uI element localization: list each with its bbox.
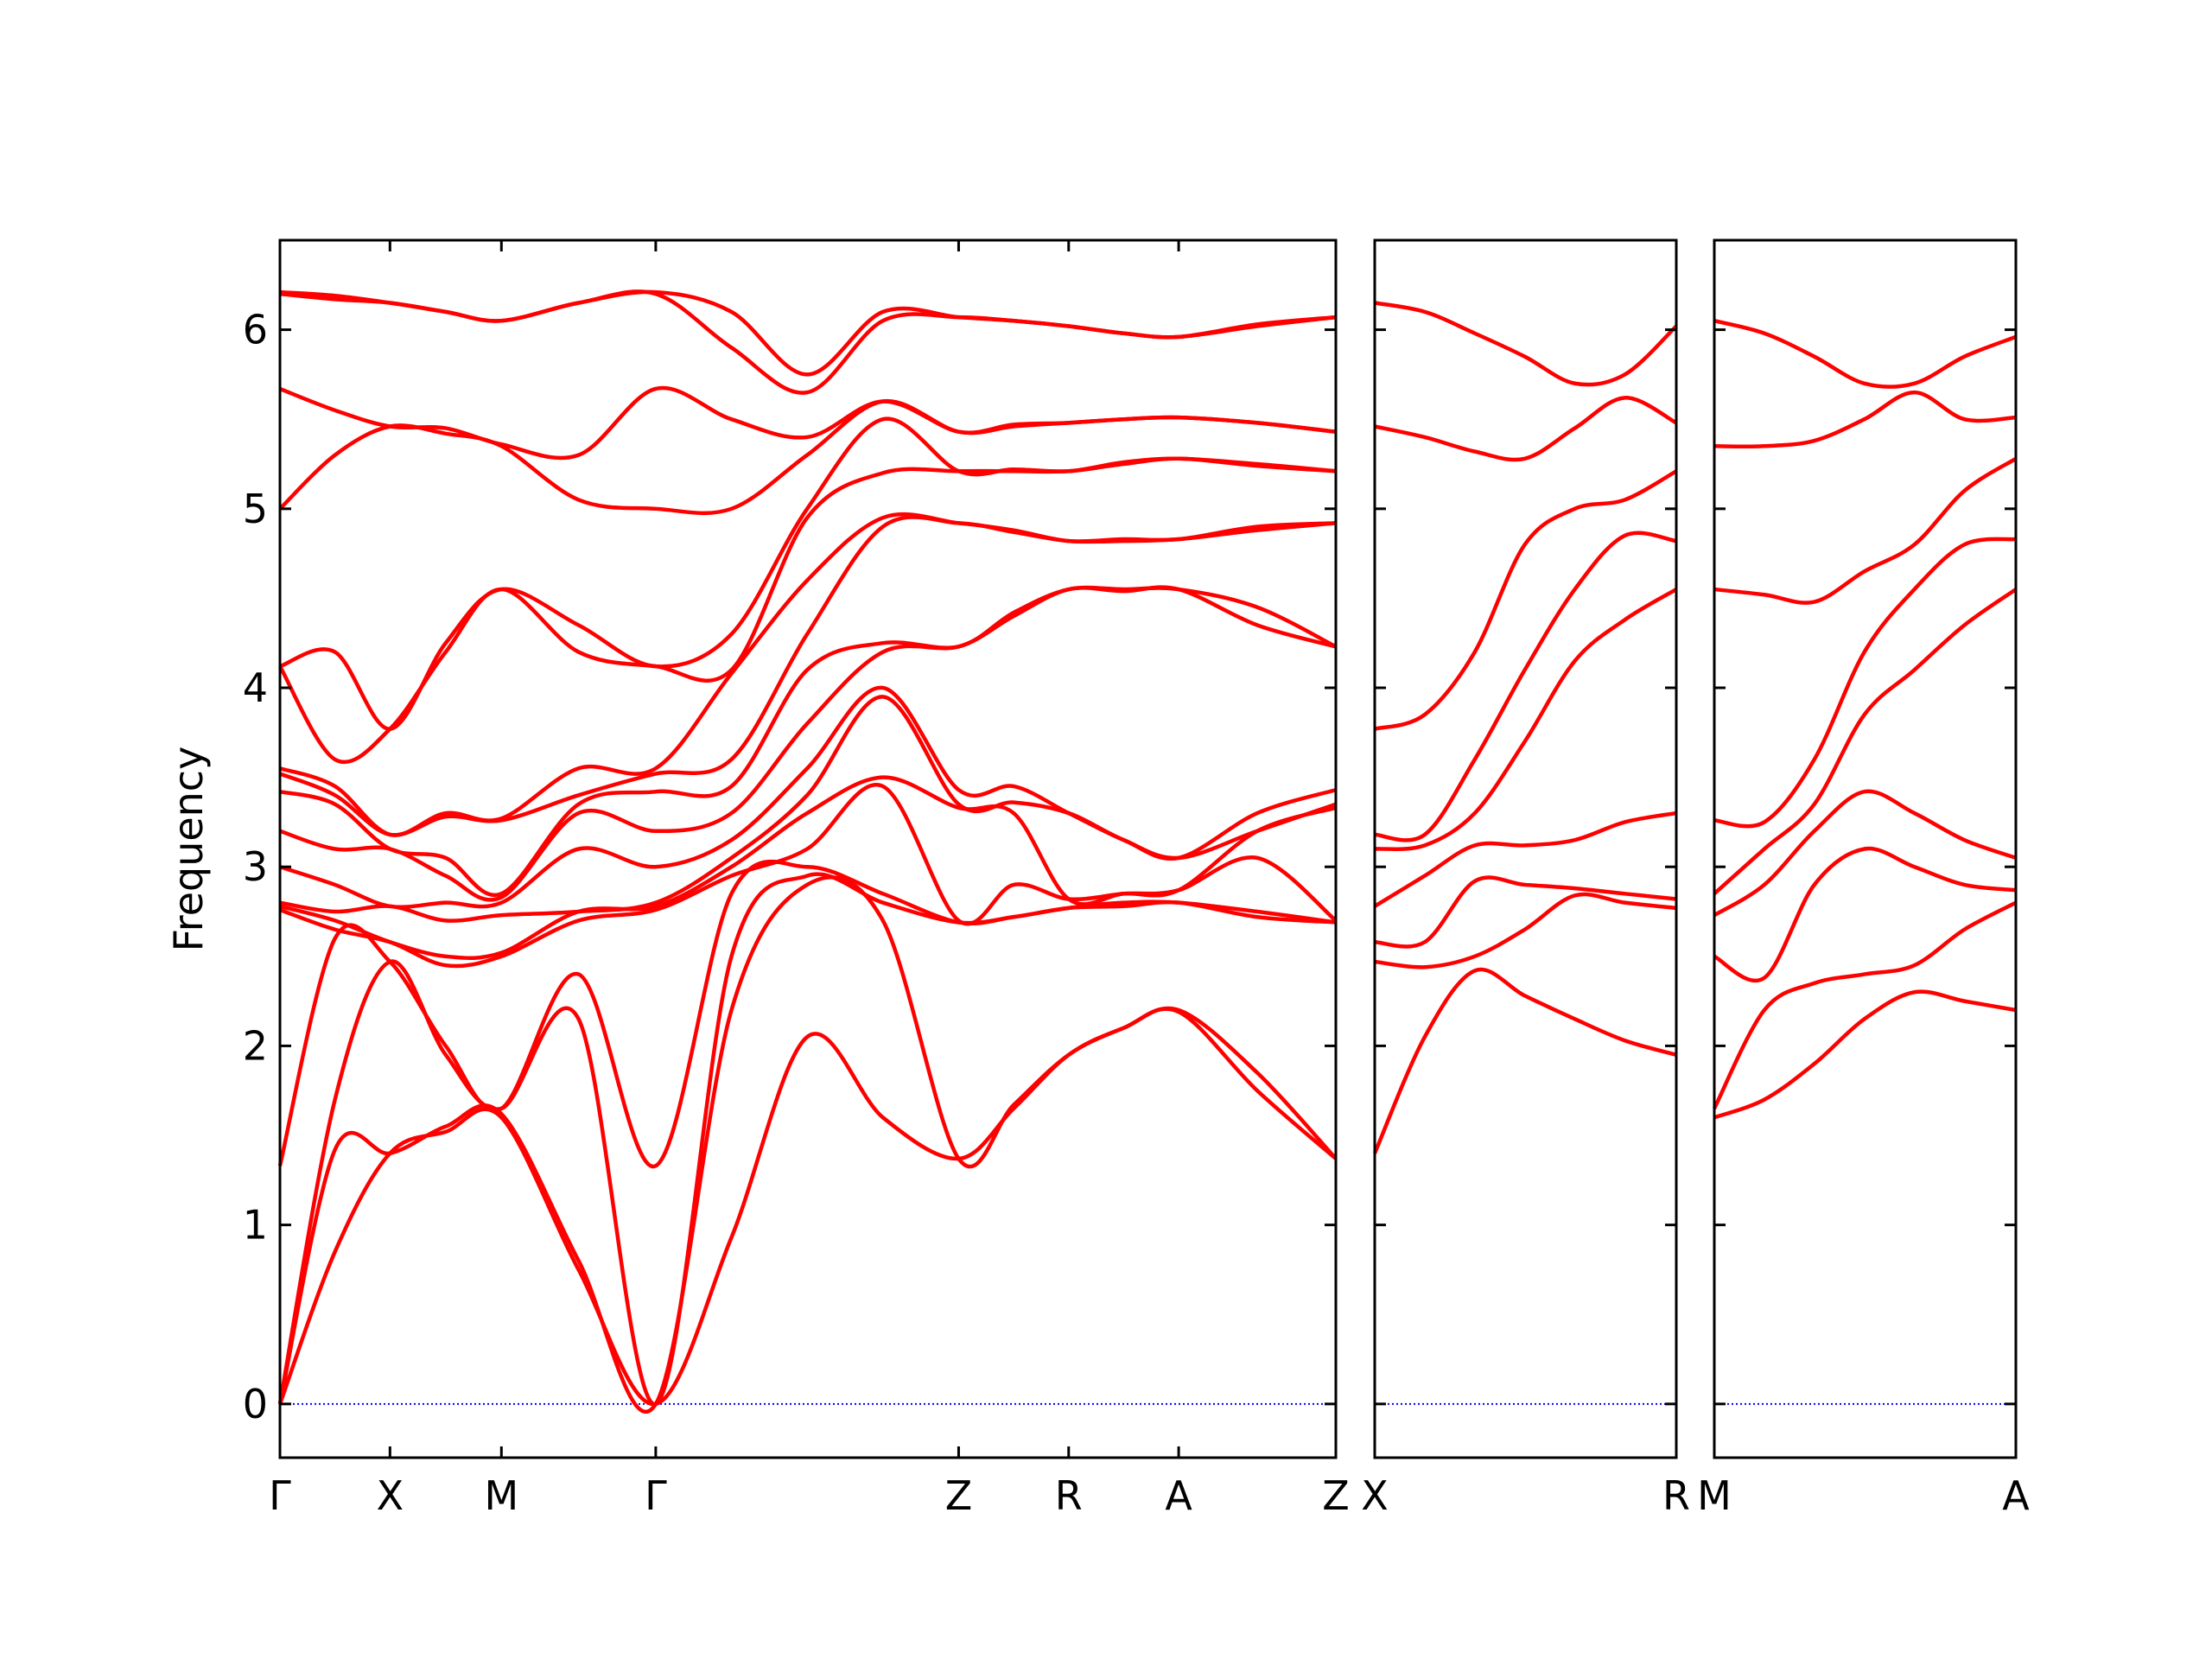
x-tick-label: R: [1055, 1472, 1083, 1519]
band-line: [1713, 846, 2017, 982]
band-line: [279, 289, 1337, 395]
band-line: [1713, 537, 2017, 829]
band-line: [1374, 469, 1678, 731]
y-tick-label: 0: [243, 1381, 268, 1427]
plot-frame: [278, 238, 1338, 1459]
band-line: [279, 385, 1337, 461]
band-line: [279, 585, 1338, 898]
band-line: [1374, 875, 1677, 949]
x-tick-label: X: [377, 1472, 404, 1519]
band-line: [278, 456, 1337, 765]
band-line: [279, 289, 1337, 377]
band-line: [1374, 588, 1678, 852]
band-line: [279, 416, 1337, 731]
y-tick-label: 3: [243, 843, 268, 890]
x-tick-label: A: [1165, 1472, 1192, 1519]
band-line: [279, 695, 1337, 923]
x-tick-label: M: [484, 1472, 518, 1519]
x-tick-label: Γ: [269, 1472, 291, 1519]
y-tick-label: 4: [243, 664, 268, 711]
band-line: [279, 685, 1337, 910]
band-line: [1374, 892, 1677, 969]
band-line: [277, 1007, 1338, 1407]
band-line: [277, 859, 1337, 1168]
x-tick-label: M: [1697, 1472, 1732, 1519]
band-line: [1374, 396, 1678, 462]
band-line: [1713, 588, 2018, 895]
x-tick-label: X: [1361, 1472, 1389, 1519]
x-tick-label: Z: [1322, 1472, 1350, 1519]
band-line: [279, 515, 1337, 837]
x-tick-label: Γ: [645, 1472, 667, 1519]
band-line: [1373, 810, 1677, 908]
band-line: [1372, 967, 1677, 1154]
x-tick-label: Z: [945, 1472, 973, 1519]
band-line: [1374, 301, 1678, 387]
band-line: [1712, 900, 2018, 1109]
y-tick-label: 5: [243, 486, 268, 532]
band-line: [1713, 319, 2017, 389]
band-line: [1713, 989, 2017, 1120]
band-line: [279, 512, 1337, 837]
band-line: [1713, 390, 2017, 448]
band-line: [1374, 531, 1677, 842]
y-axis-label: Frequency: [165, 747, 212, 952]
band-line: [1713, 789, 2017, 918]
y-tick-label: 1: [243, 1202, 268, 1249]
y-tick-label: 2: [243, 1022, 268, 1069]
band-line: [277, 875, 1338, 1414]
y-tick-label: 6: [243, 307, 268, 353]
band-line: [279, 775, 1337, 961]
x-tick-label: R: [1662, 1472, 1690, 1519]
plot-frame: [1373, 238, 1678, 1459]
plot-frame: [1713, 238, 2018, 1459]
band-line: [1713, 456, 2018, 605]
x-tick-label: A: [2002, 1472, 2030, 1519]
